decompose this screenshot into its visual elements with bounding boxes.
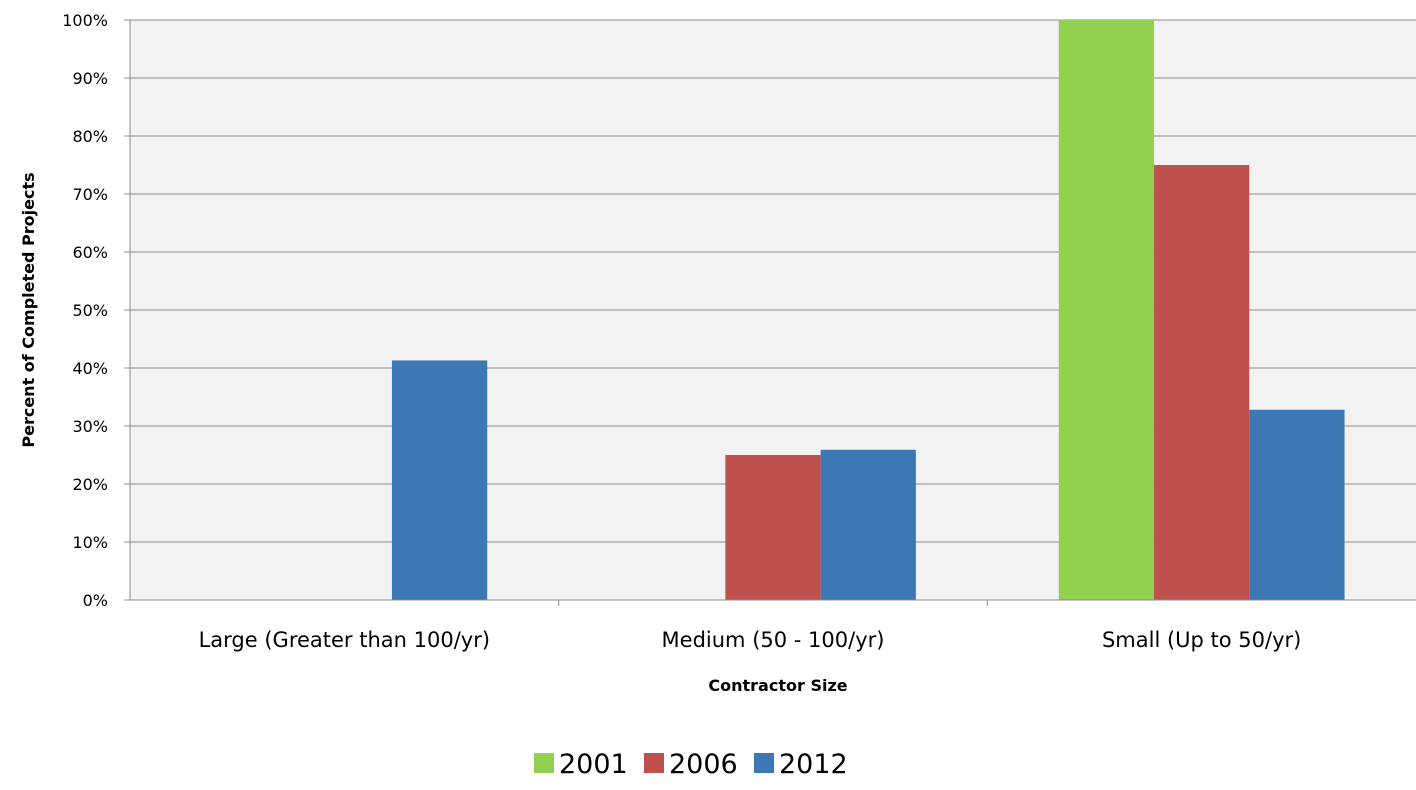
legend-label-2006: 2006 (669, 749, 738, 780)
y-tick-label: 10% (72, 533, 108, 552)
y-tick-label: 40% (72, 359, 108, 378)
x-category-label: Large (Greater than 100/yr) (199, 628, 490, 652)
y-axis-title: Percent of Completed Projects (19, 172, 38, 447)
y-tick-label: 90% (72, 69, 108, 88)
legend-swatch-2001 (534, 753, 554, 773)
y-tick-labels: 0% 10% 20% 30% 40% 50% 60% 70% 80% 90% 100% (62, 11, 108, 610)
bar-2012-3 (1249, 409, 1345, 600)
y-tick-label: 30% (72, 417, 108, 436)
bars (391, 20, 1345, 600)
x-axis-title: Contractor Size (708, 676, 847, 695)
y-tick-label: 70% (72, 185, 108, 204)
x-category-label: Medium (50 - 100/yr) (662, 628, 885, 652)
legend: 2001 2006 2012 (534, 749, 848, 780)
y-tick-label: 0% (83, 591, 108, 610)
y-tick-label: 20% (72, 475, 108, 494)
y-tick-label: 80% (72, 127, 108, 146)
y-tick-label: 60% (72, 243, 108, 262)
bar-2006-2 (725, 455, 821, 600)
bar-2001-3 (1058, 20, 1155, 600)
bar-2012-2 (820, 449, 916, 600)
legend-label-2001: 2001 (559, 749, 628, 780)
y-tick-label: 100% (62, 11, 108, 30)
bar-2012-1 (391, 360, 488, 600)
legend-swatch-2006 (644, 753, 664, 773)
x-category-labels: Large (Greater than 100/yr) Medium (50 - … (199, 628, 1302, 652)
y-tick-label: 50% (72, 301, 108, 320)
x-category-label: Small (Up to 50/yr) (1102, 628, 1301, 652)
axes (124, 19, 1416, 606)
bar-2006-3 (1154, 165, 1250, 600)
legend-swatch-2012 (754, 753, 774, 773)
legend-label-2012: 2012 (779, 749, 848, 780)
